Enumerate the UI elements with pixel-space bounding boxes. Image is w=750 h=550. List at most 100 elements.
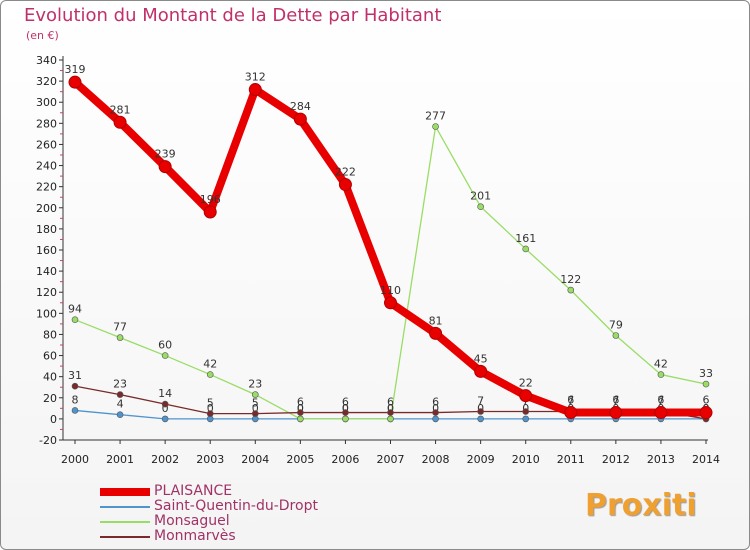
data-label: 42: [654, 358, 668, 371]
data-point: [293, 112, 307, 126]
data-point: [654, 406, 668, 420]
data-label: 94: [68, 303, 82, 316]
y-tick-label: 300: [36, 96, 57, 109]
data-label: 5: [252, 397, 259, 410]
data-label: 201: [470, 190, 491, 203]
x-tick-label: 2009: [467, 453, 495, 466]
data-label: 22: [519, 377, 533, 390]
data-point: [387, 409, 394, 416]
data-label: 110: [380, 284, 401, 297]
data-label: 239: [155, 148, 176, 161]
data-point: [612, 332, 620, 339]
data-point: [71, 316, 79, 323]
y-tick-label: 0: [50, 413, 57, 426]
data-label: 222: [335, 166, 356, 179]
data-point: [203, 205, 217, 219]
data-point: [477, 203, 484, 211]
data-label: 6: [432, 396, 439, 409]
data-point: [342, 415, 349, 423]
y-tick-label: 200: [36, 202, 57, 215]
data-point: [297, 415, 304, 423]
x-tick-label: 2004: [241, 453, 269, 466]
data-label: 81: [429, 314, 443, 327]
data-label: 0: [342, 402, 349, 415]
x-tick-label: 2007: [377, 453, 405, 466]
y-tick-label: 340: [36, 54, 57, 67]
y-tick-label: 220: [36, 181, 57, 194]
data-label: 0: [387, 402, 394, 415]
data-point: [71, 407, 79, 414]
data-point: [251, 391, 259, 398]
data-point: [251, 410, 259, 417]
data-label: 6: [657, 394, 664, 407]
y-tick-label: 80: [43, 328, 57, 341]
y-tick-label: 100: [36, 307, 57, 320]
data-point: [384, 296, 397, 310]
x-tick-label: 2003: [196, 453, 224, 466]
x-tick-label: 2006: [331, 453, 359, 466]
data-point: [116, 334, 124, 341]
y-tick-label: 20: [43, 392, 57, 405]
data-point: [387, 415, 394, 423]
x-tick-label: 2012: [602, 453, 630, 466]
chart-title: Evolution du Montant de la Dette par Hab…: [24, 5, 442, 26]
data-label: 277: [425, 110, 446, 123]
data-label: 161: [515, 232, 536, 245]
data-point: [477, 415, 484, 423]
x-tick-label: 2000: [61, 453, 89, 466]
data-label: 0: [207, 402, 214, 415]
data-point: [338, 178, 352, 192]
data-point: [68, 75, 82, 89]
data-label: 284: [290, 100, 311, 113]
data-label: 23: [248, 378, 262, 391]
data-point: [206, 371, 214, 378]
data-point: [342, 409, 349, 416]
data-label: 7: [567, 395, 574, 408]
data-point: [161, 352, 169, 359]
data-label: 6: [342, 396, 349, 409]
legend-swatch: [100, 521, 150, 523]
data-point: [477, 408, 484, 415]
data-label: 6: [612, 394, 619, 407]
data-point: [522, 408, 530, 415]
data-label: 42: [203, 358, 217, 371]
data-label: 6: [297, 396, 304, 409]
data-label: 0: [387, 402, 394, 415]
data-label: 6: [703, 394, 710, 407]
data-label: 23: [113, 378, 127, 391]
data-point: [113, 115, 127, 129]
y-tick-label: 60: [43, 350, 57, 363]
x-tick-label: 2008: [422, 453, 450, 466]
data-label: 0: [432, 402, 439, 415]
data-point: [519, 389, 533, 403]
data-label: 77: [113, 321, 127, 334]
x-tick-label: 2005: [286, 453, 314, 466]
y-tick-label: 260: [36, 138, 57, 151]
y-tick-label: 180: [36, 223, 57, 236]
x-tick-label: 2013: [647, 453, 675, 466]
data-label: 5: [207, 397, 214, 410]
data-point: [474, 364, 488, 378]
data-point: [657, 371, 665, 378]
data-label: 0: [297, 402, 304, 415]
proxiti-logo: Proxiti: [585, 488, 697, 523]
x-tick-label: 2001: [106, 453, 134, 466]
y-tick-label: 120: [36, 286, 57, 299]
data-label: 31: [68, 369, 82, 382]
data-point: [161, 415, 169, 423]
legend-swatch: [100, 506, 150, 508]
y-tick-label: -20: [39, 434, 57, 447]
data-point: [564, 406, 578, 420]
x-tick-label: 2014: [692, 453, 720, 466]
y-tick-label: 140: [36, 265, 57, 278]
data-label: 7: [477, 395, 484, 408]
data-label: 319: [65, 63, 86, 76]
y-tick-label: 280: [36, 117, 57, 130]
data-point: [116, 411, 124, 418]
data-point: [609, 406, 623, 420]
data-point: [432, 415, 439, 423]
data-label: 8: [72, 393, 79, 406]
chart-subtitle: (en €): [26, 29, 59, 42]
